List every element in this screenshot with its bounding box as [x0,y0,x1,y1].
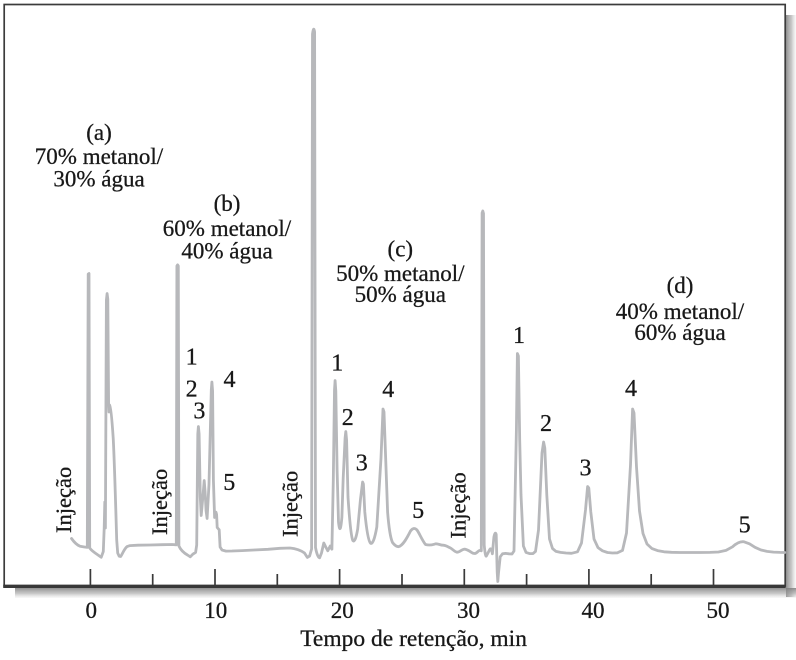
svg-text:4: 4 [625,376,637,402]
svg-text:Injeção: Injeção [278,471,303,537]
svg-text:40% metanol/: 40% metanol/ [616,299,745,324]
svg-text:3: 3 [580,456,592,482]
svg-text:10: 10 [204,598,227,623]
svg-text:Injeção: Injeção [147,469,172,535]
svg-text:20: 20 [331,598,354,623]
svg-text:1: 1 [186,344,198,370]
svg-text:(d): (d) [667,273,694,298]
svg-text:Tempo de retenção, min: Tempo de retenção, min [300,626,527,652]
svg-text:50: 50 [707,598,730,623]
svg-text:70% metanol/: 70% metanol/ [35,144,164,169]
svg-text:5: 5 [739,512,751,538]
svg-text:0: 0 [86,598,98,623]
svg-text:50% água: 50% água [355,282,446,307]
svg-text:Injeção: Injeção [51,467,76,533]
svg-text:60% água: 60% água [634,320,725,345]
svg-text:5: 5 [223,470,235,496]
svg-text:2: 2 [540,411,552,437]
svg-text:40% água: 40% água [181,239,272,264]
svg-text:30: 30 [457,598,480,623]
svg-text:4: 4 [382,377,394,403]
svg-text:3: 3 [356,451,368,477]
svg-text:1: 1 [331,350,343,376]
svg-text:2: 2 [186,376,198,402]
svg-text:Injeção: Injeção [446,472,471,538]
svg-text:(c): (c) [388,237,414,262]
svg-text:(b): (b) [214,191,241,216]
svg-text:1: 1 [513,323,525,349]
svg-text:3: 3 [193,399,205,425]
svg-text:40: 40 [582,598,605,623]
svg-text:60% metanol/: 60% metanol/ [163,216,292,241]
svg-text:4: 4 [224,367,236,393]
svg-text:5: 5 [412,498,424,524]
svg-text:(a): (a) [86,120,112,145]
svg-text:30% água: 30% água [53,167,144,192]
svg-text:2: 2 [342,405,354,431]
svg-text:50% metanol/: 50% metanol/ [336,261,465,286]
